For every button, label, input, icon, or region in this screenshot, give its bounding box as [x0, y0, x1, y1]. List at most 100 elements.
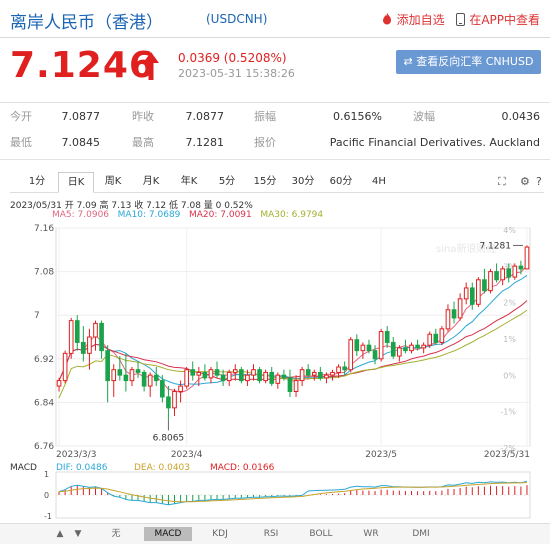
macd-legend: MACD: 0.0166 [210, 463, 275, 473]
tab-period[interactable]: 月K [142, 176, 160, 187]
candle-body [476, 279, 481, 305]
candle-body [512, 265, 518, 278]
tab-period[interactable]: 15分 [253, 176, 277, 187]
candle-body [62, 352, 68, 382]
pct-tick-label: 3% [503, 262, 516, 271]
sina-watermark: sina新浪财经 [436, 242, 496, 255]
candle-body [403, 347, 408, 352]
quote-source-label: 报价 [254, 136, 276, 149]
candle-body [439, 328, 445, 343]
indicator-tab[interactable]: 无 [111, 529, 121, 539]
x-tick-label: 2023/5/31 [484, 450, 530, 460]
high-value: 7.1281 [185, 136, 225, 149]
fire-icon [382, 13, 391, 25]
candle-body [506, 268, 512, 278]
open-value: 7.0877 [61, 110, 101, 123]
tab-period[interactable]: 周K [104, 176, 122, 187]
y-tick-label: 6.76 [34, 442, 54, 452]
indicator-tab[interactable]: MACD [144, 527, 192, 541]
candle-body [445, 309, 451, 330]
candle-body [129, 369, 135, 382]
up-arrow-icon [143, 52, 159, 80]
candle-body [421, 344, 426, 349]
fullscreen-icon[interactable]: ⛶ [498, 175, 506, 188]
settings-icon[interactable]: ⚙ [520, 175, 530, 188]
candle-body [457, 298, 463, 319]
macd-legend: DEA: 0.0403 [134, 463, 190, 473]
candle-body [208, 369, 214, 379]
swing-value: 0.0436 [501, 110, 541, 123]
ma30-legend: MA30: 6.9794 [260, 210, 324, 220]
ma20-line [58, 300, 528, 381]
candle-body [196, 371, 202, 376]
candle-body [178, 385, 183, 392]
candle-body [427, 333, 433, 346]
candle-body [348, 339, 354, 371]
candle-body [263, 371, 268, 382]
symbol-code: (USDCNH) [206, 12, 268, 26]
candle-body [226, 371, 232, 382]
candle-body [397, 347, 402, 357]
add-watch-label: 添加自选 [396, 13, 445, 27]
candle-body [93, 322, 98, 338]
tab-period[interactable]: 5分 [218, 176, 236, 187]
candle-body [518, 265, 524, 270]
y-tick-label: 6.84 [34, 398, 54, 408]
tab-period[interactable]: 年K [180, 176, 198, 187]
app-view-button[interactable]: 在APP中查看 [456, 13, 540, 27]
header-links: 添加自选 在APP中查看 [373, 11, 540, 28]
help-icon[interactable]: ? [536, 175, 542, 188]
y-tick-label: 7 [34, 311, 40, 321]
swing-label: 波幅 [413, 110, 435, 123]
ohlc-info: 2023/05/31 开 7.09 高 7.13 收 7.12 低 7.08 量… [10, 201, 253, 211]
candle-body [451, 309, 457, 319]
y-tick-label: 7.08 [34, 268, 54, 278]
indicator-tab[interactable]: DMI [412, 529, 430, 539]
reverse-rate-button[interactable]: ⇄ 查看反向汇率 CNHUSD [396, 50, 541, 74]
tab-period[interactable]: 1分 [28, 176, 46, 187]
collapse-down-button[interactable]: ▼ [74, 529, 82, 539]
candle-body [469, 287, 475, 305]
candle-body [153, 374, 159, 382]
tab-period[interactable]: 60分 [329, 176, 353, 187]
indicator-tab[interactable]: RSI [263, 529, 279, 539]
candle-body [372, 350, 378, 360]
app-view-label: 在APP中查看 [469, 13, 540, 27]
candle-body [172, 391, 177, 409]
period-tabs: 1分 日K 周K 月K 年K 5分 15分 30分 60分 4H ⛶ ⚙ ? [10, 172, 544, 193]
add-watch-button[interactable]: 添加自选 [381, 13, 449, 27]
x-tick-label: 2023/4 [171, 450, 203, 460]
candle-body [99, 322, 104, 352]
pct-tick-label: 1% [503, 335, 516, 344]
candle-body [257, 369, 262, 382]
candle-body [360, 344, 366, 352]
x-tick-label: 2023/3/3 [56, 450, 96, 460]
candle-body [318, 371, 323, 379]
candle-body [415, 344, 420, 349]
indicator-tab[interactable]: KDJ [212, 529, 228, 539]
amplitude-label: 振幅 [254, 110, 276, 123]
ma10-legend: MA10: 7.0689 [117, 210, 181, 220]
low-label: 6.8065 [153, 433, 185, 443]
candle-body [147, 374, 153, 387]
plot-frame [55, 227, 531, 447]
low-value: 7.0845 [61, 136, 101, 149]
pct-tick-label: -1% [500, 408, 516, 417]
collapse-up-button[interactable]: ▲ [56, 529, 64, 539]
phone-icon [456, 13, 466, 26]
candle-body [220, 374, 226, 382]
candle-body [245, 374, 250, 382]
candle-body [336, 366, 341, 373]
quote-source-value: Pacific Financial Derivatives. Auckland [329, 136, 540, 149]
tab-period[interactable]: 日K [58, 172, 94, 193]
tab-period[interactable]: 30分 [291, 176, 315, 187]
ma10-line [58, 274, 528, 386]
indicator-tab[interactable]: BOLL [309, 529, 333, 539]
tab-period[interactable]: 4H [372, 176, 386, 187]
current-price: 7.1246 [10, 45, 155, 86]
stats-panel: 今开 7.0877 昨收 7.0877 振幅 0.6156% 波幅 0.0436… [0, 102, 550, 160]
candle-body [74, 320, 80, 343]
kline-chart[interactable]: 7.167.0876.926.846.764%3%2%1%0%-1%-2%202… [0, 196, 550, 522]
candle-body [275, 374, 281, 384]
indicator-tab[interactable]: WR [363, 529, 379, 539]
